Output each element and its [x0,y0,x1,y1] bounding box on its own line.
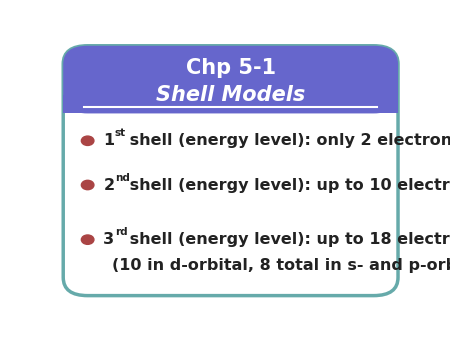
Text: nd: nd [115,173,130,183]
Text: st: st [115,128,126,139]
Text: 3: 3 [104,232,114,247]
Circle shape [81,136,94,145]
Text: Shell Models: Shell Models [156,85,305,105]
Text: shell (energy level): up to 10 electrons: shell (energy level): up to 10 electrons [124,177,450,193]
Text: 2: 2 [104,177,114,193]
Text: (10 in d-orbital, 8 total in s- and p-orbital): (10 in d-orbital, 8 total in s- and p-or… [112,258,450,273]
Text: rd: rd [115,227,127,237]
Text: shell (energy level): up to 18 electrons: shell (energy level): up to 18 electrons [124,232,450,247]
Text: shell (energy level): only 2 electrons: shell (energy level): only 2 electrons [124,133,450,148]
FancyBboxPatch shape [63,46,398,296]
Text: Chp 5-1: Chp 5-1 [185,58,276,78]
Text: 1: 1 [104,133,114,148]
Circle shape [81,235,94,244]
Circle shape [81,180,94,190]
Bar [63,95,398,114]
FancyBboxPatch shape [63,46,398,114]
